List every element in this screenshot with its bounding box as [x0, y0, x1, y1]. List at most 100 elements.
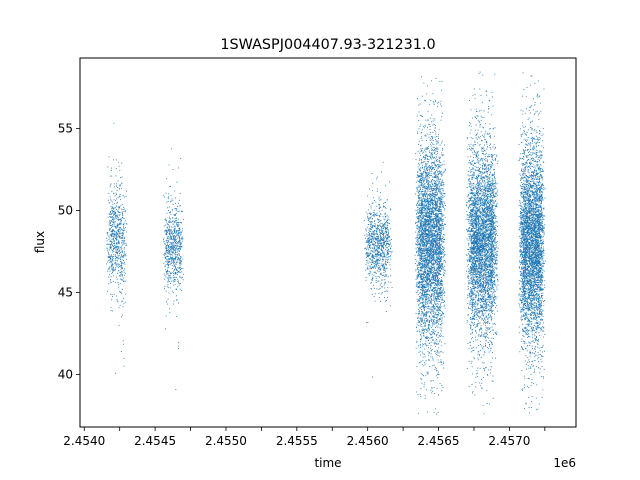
data-point	[425, 249, 427, 251]
data-point	[117, 252, 118, 254]
data-point	[433, 392, 435, 394]
data-point	[435, 187, 437, 189]
data-point	[437, 176, 439, 178]
data-point	[118, 229, 120, 231]
data-point	[433, 225, 435, 227]
data-point	[166, 251, 168, 253]
data-point	[180, 263, 182, 265]
data-point	[389, 223, 390, 225]
data-point	[433, 311, 435, 313]
data-point	[169, 258, 171, 260]
data-point	[419, 216, 421, 217]
data-point	[431, 320, 433, 322]
data-point	[370, 282, 372, 284]
data-point	[107, 251, 109, 253]
data-point	[120, 220, 122, 222]
data-point	[438, 282, 440, 284]
data-point	[382, 265, 384, 267]
data-point	[170, 250, 172, 252]
data-point	[384, 276, 386, 278]
data-point	[432, 229, 434, 231]
data-point	[110, 226, 112, 228]
data-point	[438, 209, 440, 211]
data-point	[375, 254, 377, 256]
data-point	[424, 187, 426, 189]
data-point	[171, 258, 173, 260]
data-point	[422, 194, 424, 196]
data-point	[113, 208, 115, 209]
data-point	[373, 214, 374, 216]
data-point	[384, 240, 386, 242]
data-point	[179, 260, 181, 262]
data-point	[163, 239, 164, 241]
data-point	[439, 286, 441, 288]
data-point	[115, 185, 117, 187]
data-point	[429, 177, 430, 179]
data-point	[114, 183, 116, 185]
data-point	[117, 255, 119, 257]
data-point	[430, 138, 432, 140]
data-point	[420, 388, 422, 390]
data-point	[174, 228, 176, 230]
data-point	[170, 218, 171, 220]
data-point	[369, 268, 371, 270]
data-point	[420, 325, 422, 327]
data-point	[429, 123, 431, 125]
data-point	[442, 274, 444, 276]
data-point	[373, 243, 374, 245]
data-point	[387, 220, 389, 222]
data-point	[172, 277, 174, 279]
data-point	[443, 316, 445, 318]
data-point	[418, 317, 420, 319]
data-point	[431, 263, 433, 265]
data-point	[382, 234, 384, 236]
data-point	[179, 239, 180, 241]
data-point	[379, 288, 381, 289]
data-point	[177, 237, 179, 239]
data-point	[167, 245, 169, 247]
data-point	[167, 270, 169, 272]
data-point	[368, 239, 370, 241]
data-point	[434, 239, 436, 241]
data-point	[383, 268, 385, 270]
data-point	[425, 235, 427, 237]
data-point	[111, 233, 113, 235]
data-point	[119, 248, 121, 250]
data-point	[384, 282, 386, 284]
data-point	[436, 238, 438, 240]
data-point	[421, 176, 423, 178]
data-point	[380, 244, 382, 246]
data-point	[430, 167, 431, 169]
data-point	[114, 262, 116, 264]
data-point	[111, 201, 113, 203]
data-point	[424, 215, 426, 217]
data-point	[369, 253, 371, 255]
data-point	[385, 201, 387, 203]
data-point	[433, 183, 435, 185]
data-point	[124, 196, 126, 198]
data-point	[117, 187, 119, 188]
data-point	[117, 263, 119, 265]
data-point	[426, 215, 428, 217]
data-point	[424, 170, 426, 172]
data-point	[437, 320, 439, 322]
data-point	[369, 258, 371, 260]
data-point	[432, 178, 433, 180]
data-point	[431, 198, 433, 200]
data-point	[371, 264, 372, 265]
data-point	[109, 196, 111, 198]
data-point	[110, 222, 111, 224]
data-point	[444, 192, 445, 194]
data-point	[388, 256, 389, 258]
data-point	[120, 199, 121, 201]
data-point	[375, 241, 377, 243]
data-point	[425, 229, 427, 231]
data-point	[384, 216, 386, 218]
data-point	[431, 283, 433, 285]
data-point	[372, 243, 373, 245]
data-point	[121, 264, 122, 266]
data-point	[168, 260, 170, 262]
data-point	[369, 234, 371, 236]
data-point	[417, 274, 419, 276]
data-point	[173, 236, 175, 238]
